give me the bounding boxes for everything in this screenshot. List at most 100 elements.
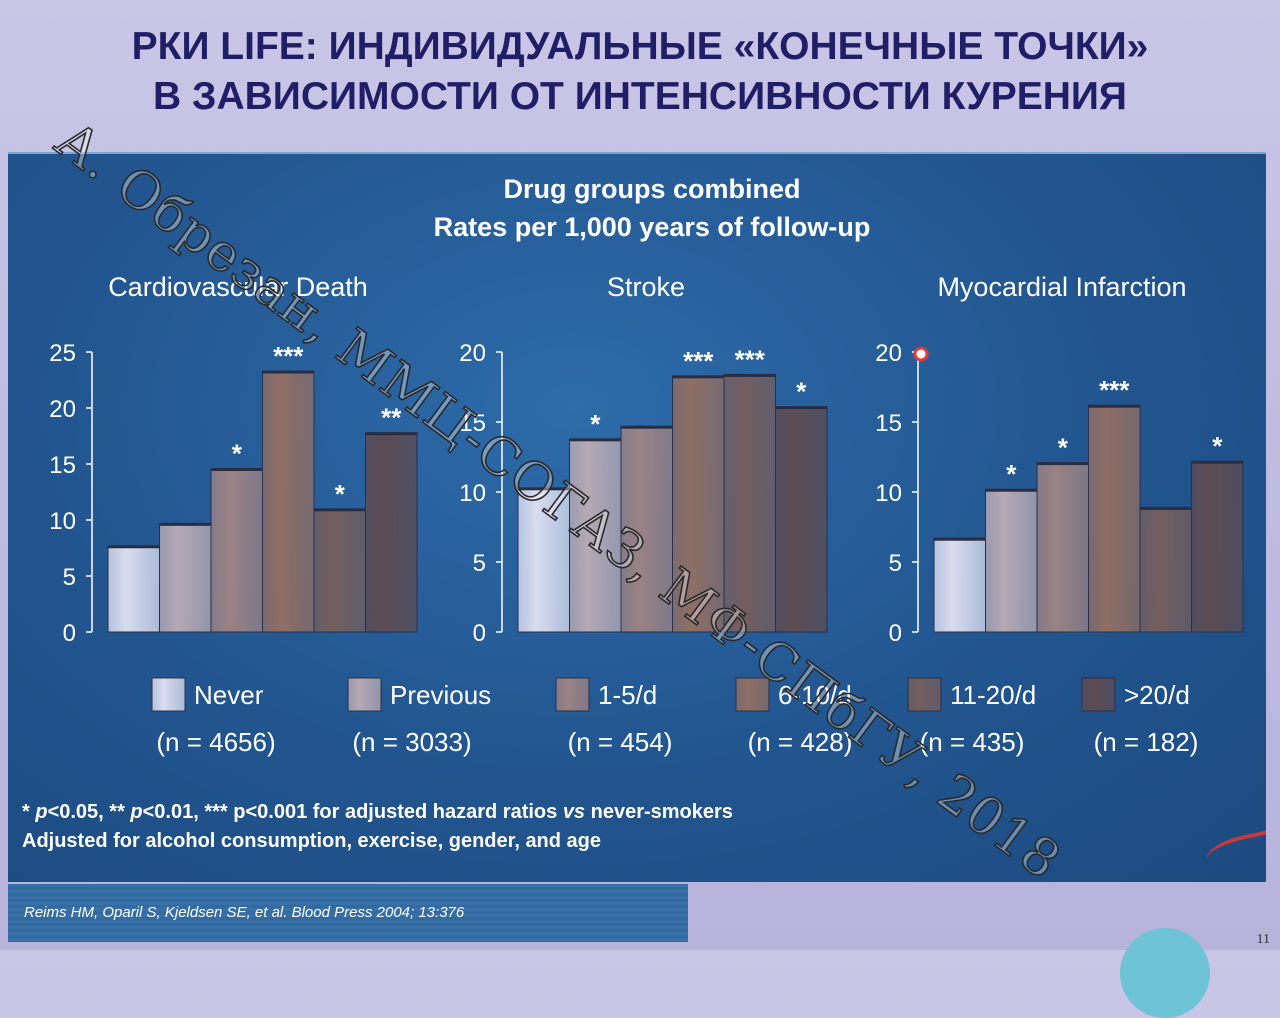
y-tick-label: 5 [889,550,902,577]
legend-label: Never [194,680,264,710]
legend-label: 11-20/d [950,680,1036,710]
legend-swatch [735,677,770,712]
legend-label: 6-10/d [778,680,852,710]
citation-text: Reims HM, Oparil S, Kjeldsen SE, et al. … [24,904,465,921]
bar-top-edge [262,371,314,374]
bar [365,432,418,633]
footnote-part: <0.05, ** [48,801,131,823]
page-number: 11 [1256,932,1270,947]
chart-title: Stroke [607,272,685,302]
footnote-line-1: * p<0.05, ** p<0.01, *** p<0.001 for adj… [22,801,733,823]
panel-top-stripe [8,152,1266,154]
significance-label: * [335,479,346,509]
bar-top-edge [314,508,366,512]
cursor-dot-icon [913,346,929,362]
bar-top-edge [569,438,621,442]
bar [723,373,776,633]
bar-top-edge [672,375,724,379]
bar-top-edge [724,374,776,377]
significance-label: ** [381,403,402,433]
legend-n: (n = 428) [748,727,853,757]
footnote-line-2: Adjusted for alcohol consumption, exerci… [22,830,601,852]
bar-top-edge [934,538,986,541]
y-tick-label: 10 [459,480,486,507]
legend-n: (n = 435) [920,727,1025,757]
legend-swatch [151,677,186,712]
y-tick-label: 0 [63,620,76,647]
title-line-1: РКИ LIFE: ИНДИВИДУАЛЬНЫЕ «КОНЕЧНЫЕ ТОЧКИ… [131,25,1149,68]
legend-label: Previous [390,680,491,710]
legend-n: (n = 4656) [156,727,275,757]
bar [775,406,828,633]
bar-top-edge [1088,405,1140,408]
significance-label: *** [735,344,766,374]
legend-swatch [555,677,590,712]
bar [1036,462,1089,633]
bar-top-edge [775,406,827,410]
legend-n: (n = 454) [568,727,673,757]
y-tick-label: 5 [473,550,486,577]
bar [620,425,673,633]
significance-label: * [1058,433,1069,463]
bar [159,522,212,633]
bar [210,467,263,633]
bar [985,488,1038,633]
bar [262,370,315,633]
corner-circle-decoration [1120,928,1210,1018]
footnote-part: * [22,801,35,823]
legend-n: (n = 3033) [352,727,471,757]
chart-title: Myocardial Infarction [937,272,1186,302]
title-line-2: В ЗАВИСИМОСТИ ОТ ИНТЕНСИВНОСТИ КУРЕНИЯ [153,75,1127,118]
y-tick-label: 20 [459,340,486,367]
y-tick-label: 20 [49,396,76,423]
footnote-part: never-smokers [585,801,733,823]
y-tick-label: 25 [49,340,76,367]
bar [107,545,160,633]
legend-label: 1-5/d [598,680,657,710]
bar-top-edge [365,432,417,436]
significance-label: * [590,409,601,439]
bar-top-edge [1191,461,1243,464]
y-tick-label: 10 [49,508,76,535]
y-tick-label: 15 [49,452,76,479]
y-tick-label: 10 [875,480,902,507]
footnote-part-italic: vs [563,801,585,823]
footnote-part: <0.01, *** p<0.001 for adjusted hazard r… [143,801,563,823]
y-tick-label: 5 [63,564,76,591]
legend-group: Never (n = 4656) Previous (n = 3033) 1-5/d (n… [151,677,1198,757]
y-tick-label: 15 [875,410,902,437]
bar [1088,404,1141,633]
bar-top-edge [1037,462,1089,466]
bar-top-edge [985,489,1037,492]
legend-swatch [907,677,942,712]
chart-subtitle-1: Drug groups combined [504,174,801,204]
significance-label: * [796,377,807,407]
bar [1191,460,1244,633]
significance-label: *** [1099,375,1130,405]
significance-label: *** [683,346,714,376]
significance-label: *** [273,341,304,371]
bar-top-edge [1140,507,1192,510]
significance-label: * [1006,459,1017,489]
bar-top-edge [159,523,211,526]
chart-subtitle-2: Rates per 1,000 years of follow-up [434,212,871,242]
y-tick-label: 0 [473,620,486,647]
significance-label: * [1212,431,1223,461]
y-tick-label: 15 [459,410,486,437]
footnote-part-italic: p [34,801,47,823]
bar [933,537,986,633]
bar-top-edge [518,487,570,491]
bar [313,508,366,633]
footnote-part-italic: p [129,801,142,823]
y-tick-label: 20 [875,340,902,367]
bar [672,375,725,633]
charts-svg: Drug groups combined Rates per 1,000 yea… [22,174,1244,852]
bar-top-edge [621,426,673,429]
slide-title: РКИ LIFE: ИНДИВИДУАЛЬНЫЕ «КОНЕЧНЫЕ ТОЧКИ… [0,22,1280,122]
legend-swatch [1081,677,1116,712]
bar [517,487,570,633]
chart-title: Cardiovascular Death [108,272,368,302]
y-tick-label: 0 [889,620,902,647]
